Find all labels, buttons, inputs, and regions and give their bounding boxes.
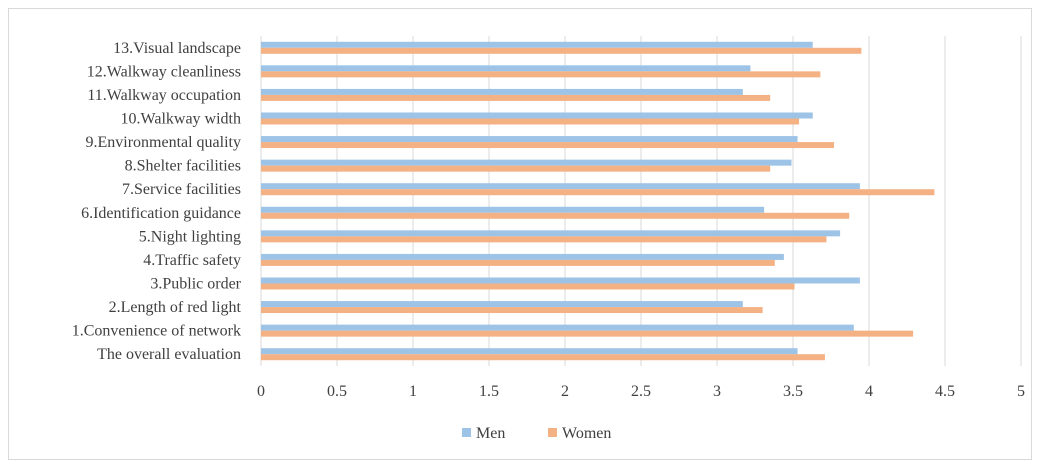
- x-tick-label: 5: [1017, 383, 1025, 400]
- bar-men: [261, 253, 784, 260]
- category-label: 11.Walkway occupation: [87, 87, 241, 104]
- legend-swatch-men: [462, 428, 471, 437]
- bar-men: [261, 301, 743, 308]
- x-tick-label: 1: [409, 383, 417, 400]
- bar-women: [261, 142, 835, 149]
- category-label: 4.Traffic safety: [143, 252, 241, 269]
- bar-women: [261, 354, 825, 361]
- x-tick-label: 4.5: [935, 383, 955, 400]
- x-tick-label: 0: [257, 383, 265, 400]
- bar-women: [261, 307, 763, 314]
- bar-men: [261, 324, 854, 331]
- category-label: 7.Service facilities: [122, 181, 241, 198]
- bar-men: [261, 41, 813, 48]
- bar-men: [261, 206, 765, 213]
- bar-men: [261, 277, 860, 284]
- category-label: 6.Identification guidance: [81, 205, 241, 222]
- category-label: The overall evaluation: [97, 346, 241, 363]
- bar-men: [261, 112, 813, 119]
- legend-label-men: Men: [476, 425, 505, 442]
- legend-label-women: Women: [562, 425, 611, 442]
- x-tick-label: 3.5: [783, 383, 803, 400]
- bar-women: [261, 165, 771, 172]
- bar-women: [261, 236, 827, 243]
- bar-men: [261, 65, 751, 72]
- x-tick-label: 3: [713, 383, 721, 400]
- bar-women: [261, 189, 935, 196]
- bar-women: [261, 118, 800, 125]
- x-tick-label: 2.5: [631, 383, 651, 400]
- x-tick-label: 1.5: [479, 383, 499, 400]
- bar-men: [261, 230, 841, 237]
- x-tick-label: 2: [561, 383, 569, 400]
- bar-women: [261, 47, 862, 54]
- bar-women: [261, 259, 775, 266]
- x-tick-label: 4: [865, 383, 873, 400]
- bar-men: [261, 348, 798, 355]
- x-tick-label: 0.5: [327, 383, 347, 400]
- category-label: 5.Night lighting: [139, 228, 241, 245]
- category-label: 1.Convenience of network: [72, 323, 241, 340]
- bar-men: [261, 136, 798, 143]
- bar-women: [261, 212, 850, 219]
- bar-women: [261, 71, 821, 78]
- legend-swatch-women: [548, 428, 557, 437]
- bar-women: [261, 330, 914, 337]
- bar-men: [261, 88, 743, 95]
- bar-men: [261, 159, 792, 166]
- category-label: 8.Shelter facilities: [125, 158, 241, 175]
- category-label: 12.Walkway cleanliness: [87, 63, 241, 80]
- category-label: 10.Walkway width: [121, 111, 241, 128]
- bar-men: [261, 183, 860, 190]
- bar-women: [261, 283, 795, 290]
- category-label: 2.Length of red light: [109, 299, 242, 316]
- category-label: 3.Public order: [150, 276, 241, 293]
- category-label: 13.Visual landscape: [113, 40, 241, 57]
- category-label: 9.Environmental quality: [85, 134, 241, 151]
- bar-women: [261, 94, 771, 101]
